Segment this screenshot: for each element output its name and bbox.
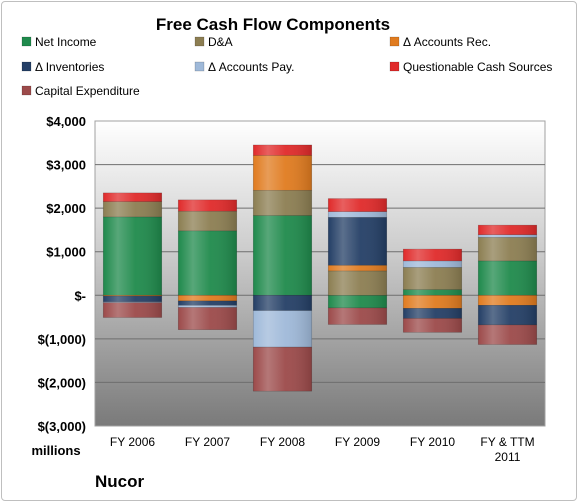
bar-segment-shading — [253, 155, 312, 191]
legend-label: Net Income — [35, 35, 97, 49]
bar-segment-shading — [253, 347, 312, 392]
bar-segment-shading — [478, 324, 537, 345]
y-tick-label: $1,000 — [46, 245, 86, 260]
x-tick-label: FY 2009 — [335, 435, 380, 449]
y-tick-label: $4,000 — [46, 114, 86, 129]
legend-swatch — [21, 85, 32, 96]
legend-swatch — [194, 36, 205, 47]
bar-segment-shading — [328, 295, 387, 308]
bar-segment-shading — [253, 310, 312, 348]
bar-segment-shading — [253, 295, 312, 311]
bar-segment-shading — [103, 192, 162, 202]
bar-segment-shading — [403, 308, 462, 319]
bar-segment-shading — [103, 302, 162, 318]
y-tick-label: $(1,000) — [38, 332, 86, 347]
bar-segment-shading — [178, 230, 237, 296]
bar-segment-shading — [478, 234, 537, 238]
y-tick-label: $2,000 — [46, 201, 86, 216]
legend-swatch — [389, 61, 400, 72]
bar-segment-shading — [478, 225, 537, 235]
legend-label: D&A — [208, 35, 233, 49]
x-axis-ticks: FY 2006 FY 2007 FY 2008 FY 2009 FY 2010 FY & … — [110, 435, 535, 464]
legend-label: Δ Inventories — [35, 60, 104, 74]
bar-segment-shading — [328, 211, 387, 218]
bar-segment-shading — [328, 307, 387, 325]
y-tick-label: $- — [74, 288, 86, 303]
bar-segment-shading — [478, 260, 537, 296]
legend-label: Capital Expenditure — [35, 84, 140, 98]
legend-swatch — [21, 61, 32, 72]
legend-swatch — [389, 36, 400, 47]
x-tick-label: FY & TTM 2011 — [480, 435, 534, 464]
gridlines — [95, 164, 545, 383]
x-tick-label: FY 2010 — [410, 435, 455, 449]
legend-label: Questionable Cash Sources — [403, 60, 552, 74]
bar-segment-shading — [328, 270, 387, 296]
bar-segment-shading — [478, 305, 537, 325]
bar-segment-shading — [403, 289, 462, 296]
bar-segment-shading — [328, 198, 387, 212]
bar-segment-shading — [103, 296, 162, 302]
bar-segment-shading — [328, 217, 387, 266]
bar-segment-shading — [253, 144, 312, 156]
bar-segment-shading — [103, 295, 162, 297]
plot-area — [94, 120, 546, 427]
bar-segment-shading — [403, 318, 462, 333]
bar-segment-shading — [403, 249, 462, 261]
bar-segment-shading — [103, 216, 162, 296]
y-tick-label: $(3,000) — [38, 419, 86, 434]
bar-segment-shading — [403, 295, 462, 309]
company-label: Nucor — [95, 472, 145, 491]
bar-segment-shading — [253, 190, 312, 216]
bar-segment-shading — [328, 265, 387, 271]
bar-segment-shading — [178, 305, 237, 308]
y-tick-label: $(2,000) — [38, 375, 86, 390]
legend-label: Δ Accounts Pay. — [208, 60, 295, 74]
legend-swatch — [194, 61, 205, 72]
bar-segment-shading — [178, 307, 237, 330]
x-tick-label: FY 2007 — [185, 435, 230, 449]
legend-label: Δ Accounts Rec. — [403, 35, 491, 49]
bar-segment-shading — [478, 295, 537, 306]
x-tick-label: FY 2008 — [260, 435, 305, 449]
bar-segment-shading — [178, 295, 237, 301]
legend: Net Income D&A Δ Accounts Rec. Δ Inventorie… — [21, 35, 552, 98]
y-axis-ticks: $4,000 $3,000 $2,000 $1,000 $- $(1,000) $(2,00… — [38, 114, 86, 434]
bar-segment-shading — [403, 267, 462, 290]
bars — [102, 144, 538, 392]
bar-segment-shading — [178, 211, 237, 231]
y-tick-label: $3,000 — [46, 158, 86, 173]
legend-swatch — [21, 36, 32, 47]
bar-segment-shading — [103, 301, 162, 303]
bar-segment-shading — [178, 300, 237, 306]
chart-title: Free Cash Flow Components — [156, 15, 390, 34]
x-tick-label: FY 2006 — [110, 435, 155, 449]
bar-segment-shading — [178, 199, 237, 212]
bar-segment-shading — [478, 237, 537, 261]
bar-segment-shading — [403, 260, 462, 268]
unit-label: millions — [31, 443, 80, 458]
bar-segment-shading — [103, 201, 162, 217]
bar-segment-shading — [253, 215, 312, 296]
